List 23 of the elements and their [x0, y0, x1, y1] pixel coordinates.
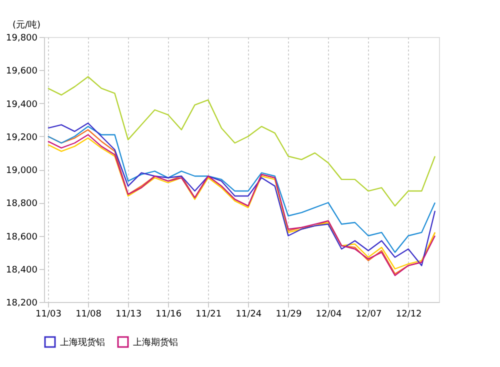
y-tick-label: 18,400: [6, 265, 38, 276]
x-tick-label: 11/16: [156, 310, 182, 320]
y-tick-label: 19,400: [6, 100, 38, 110]
y-tick-label: 19,200: [6, 132, 38, 143]
x-tick-label: 12/04: [316, 310, 342, 320]
y-tick-label: 18,200: [6, 298, 38, 308]
legend-label: 上海期货铝: [133, 337, 178, 348]
x-tick-label: 11/29: [276, 310, 302, 320]
x-tick-label: 11/03: [36, 310, 62, 320]
legend-label: 上海现货铝: [60, 337, 105, 348]
y-axis-title: (元/吨): [12, 20, 41, 30]
y-tick-label: 19,800: [6, 34, 38, 44]
y-tick-label: 19,000: [6, 166, 38, 176]
y-tick-label: 18,600: [6, 232, 38, 242]
x-tick-label: 11/08: [76, 310, 102, 320]
x-tick-label: 11/21: [196, 310, 222, 320]
x-tick-label: 12/12: [396, 310, 422, 320]
y-tick-label: 18,800: [6, 199, 38, 210]
x-tick-label: 11/13: [116, 310, 142, 320]
y-tick-label: 19,600: [6, 66, 38, 77]
line-series: [47, 76, 436, 207]
x-tick-label: 12/07: [356, 310, 382, 320]
x-tick-label: 11/24: [236, 310, 262, 320]
